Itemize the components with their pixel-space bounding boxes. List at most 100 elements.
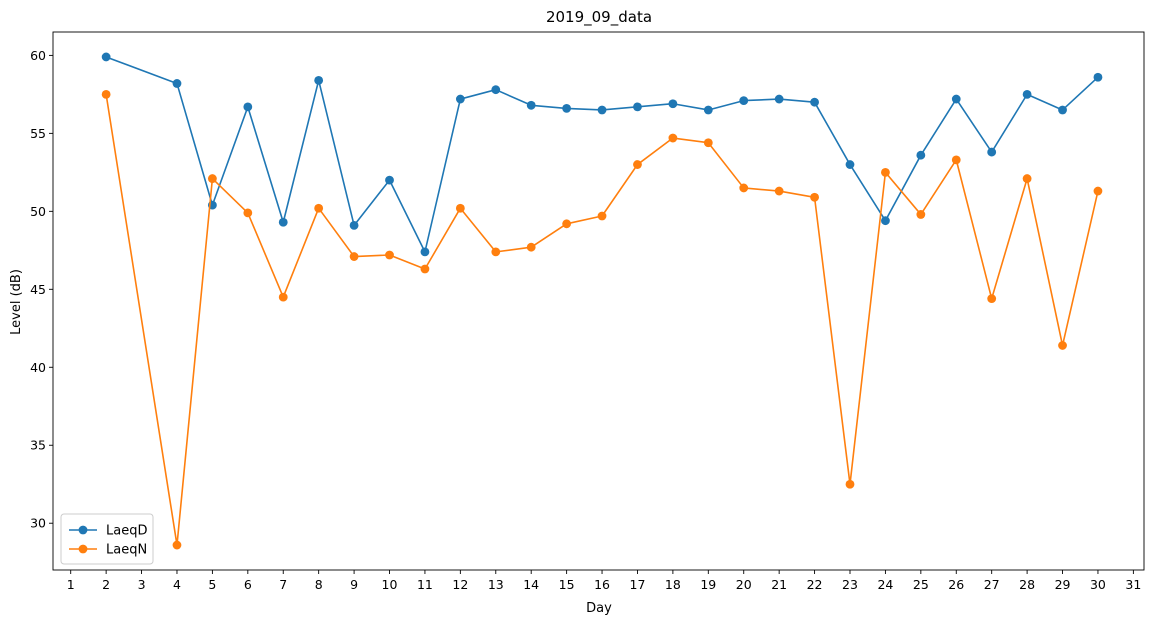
- data-point: [703, 105, 713, 115]
- x-tick-label: 12: [452, 577, 468, 592]
- series-laeqn: [101, 89, 1103, 550]
- plot-area: 1 2 3 4 5 6 7 8 9 10 11 12 13 14 15 16 17 18 19 20 21 22 23 24 2…: [30, 31, 1145, 592]
- x-tick-label: 27: [984, 577, 1000, 592]
- data-point: [491, 247, 501, 257]
- data-point: [987, 294, 997, 304]
- data-point: [314, 203, 324, 213]
- data-point: [385, 250, 394, 260]
- data-point: [491, 85, 501, 95]
- data-point: [349, 252, 359, 261]
- data-point: [881, 216, 890, 226]
- x-tick-label: 7: [279, 577, 287, 592]
- legend-label: LaeqD: [106, 524, 147, 539]
- y-tick-label: 60: [30, 48, 46, 63]
- data-point: [243, 102, 253, 112]
- data-point: [597, 105, 607, 115]
- x-tick-label: 28: [1019, 577, 1035, 592]
- data-point: [845, 479, 855, 489]
- data-point: [455, 94, 465, 104]
- x-tick-label: 2: [102, 577, 110, 592]
- y-tick-label: 40: [30, 360, 46, 375]
- x-tick-label: 26: [948, 577, 964, 592]
- data-point: [703, 138, 713, 148]
- data-point: [172, 540, 182, 550]
- x-tick-label: 22: [807, 577, 823, 592]
- data-point: [349, 220, 359, 230]
- legend-marker: [78, 544, 88, 554]
- data-point: [1022, 89, 1032, 99]
- data-point: [916, 210, 926, 219]
- legend-marker: [78, 525, 88, 535]
- x-tick-label: 31: [1125, 577, 1141, 592]
- data-point: [774, 186, 784, 196]
- y-tick-label: 30: [30, 516, 46, 531]
- data-point: [385, 175, 394, 185]
- data-point: [420, 247, 430, 257]
- data-point: [916, 150, 926, 160]
- data-point: [101, 52, 111, 62]
- x-tick-label: 8: [315, 577, 323, 592]
- x-tick-label: 1: [67, 577, 75, 592]
- x-tick-label: 21: [771, 577, 787, 592]
- x-tick-label: 13: [488, 577, 504, 592]
- x-tick-label: 10: [382, 577, 398, 592]
- data-point: [951, 94, 961, 104]
- data-point: [951, 155, 961, 165]
- data-point: [278, 217, 288, 227]
- legend: LaeqD LaeqN: [60, 513, 154, 565]
- data-point: [562, 219, 572, 229]
- data-point: [633, 102, 642, 112]
- data-point: [881, 167, 890, 177]
- data-point: [739, 96, 749, 106]
- data-point: [1093, 72, 1103, 82]
- data-point: [207, 174, 217, 183]
- x-tick-label: 5: [208, 577, 216, 592]
- data-point: [845, 160, 855, 169]
- data-point: [101, 89, 111, 99]
- x-tick-label: 30: [1090, 577, 1106, 592]
- x-tick-label: 20: [736, 577, 752, 592]
- x-tick-label: 19: [700, 577, 716, 592]
- data-point: [526, 242, 536, 252]
- x-tick-label: 15: [559, 577, 575, 592]
- x-tick-label: 4: [173, 577, 181, 592]
- data-point: [278, 292, 288, 302]
- data-point: [597, 211, 607, 221]
- x-tick-label: 29: [1055, 577, 1071, 592]
- x-tick-label: 17: [630, 577, 646, 592]
- series-line: [105, 56, 1099, 253]
- y-tick-label: 35: [30, 438, 46, 453]
- data-point: [562, 104, 572, 113]
- data-point: [810, 97, 819, 107]
- x-tick-label: 24: [877, 577, 893, 592]
- y-tick-label: 45: [30, 282, 46, 297]
- x-tick-label: 25: [913, 577, 929, 592]
- data-point: [1058, 105, 1067, 115]
- data-point: [810, 192, 819, 202]
- x-tick-label: 9: [350, 577, 358, 592]
- x-tick-label: 6: [244, 577, 252, 592]
- data-point: [987, 147, 997, 157]
- series-line: [105, 94, 1099, 546]
- data-point: [668, 99, 678, 109]
- data-point: [633, 160, 642, 169]
- data-point: [314, 75, 324, 85]
- legend-label: LaeqN: [106, 543, 147, 558]
- data-point: [172, 79, 182, 88]
- series-laeqd: [101, 52, 1103, 257]
- data-point: [774, 94, 784, 104]
- data-point: [1022, 174, 1032, 183]
- y-axis-title: Level (dB): [9, 269, 24, 335]
- data-point: [1058, 341, 1067, 350]
- x-tick-label: 3: [138, 577, 146, 592]
- x-tick-label: 14: [523, 577, 539, 592]
- data-point: [243, 208, 253, 218]
- x-tick-label: 23: [842, 577, 858, 592]
- data-point: [455, 203, 465, 213]
- x-axis-title: Day: [586, 601, 612, 616]
- data-point: [420, 264, 430, 274]
- data-point: [1093, 186, 1103, 196]
- chart-title: 2019_09_data: [546, 8, 652, 27]
